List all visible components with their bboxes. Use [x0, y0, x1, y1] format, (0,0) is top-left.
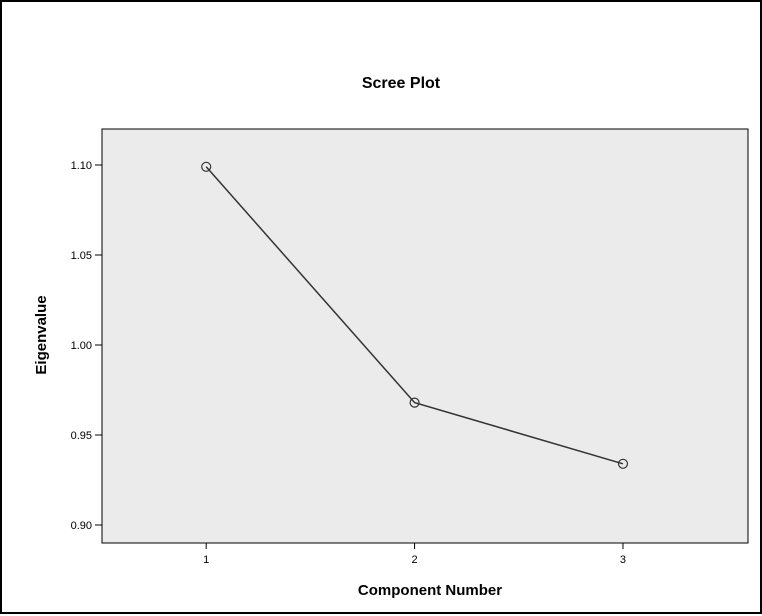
y-tick-label: 0.95: [71, 430, 92, 442]
x-tick-label: 1: [203, 554, 209, 566]
y-tick-label: 1.10: [71, 160, 92, 172]
y-tick-label: 0.90: [71, 520, 92, 532]
y-tick-label: 1.05: [71, 250, 92, 262]
chart-title: Scree Plot: [362, 75, 441, 92]
data-point-marker: [201, 161, 212, 172]
x-axis-ticks: 1 2 3: [203, 543, 626, 566]
series-line: [205, 166, 624, 465]
x-tick-label: 2: [412, 554, 418, 566]
data-point-marker: [409, 397, 420, 408]
plot-area: [101, 128, 749, 544]
data-point-marker: [617, 458, 629, 469]
x-axis-label: Component Number: [358, 582, 502, 599]
y-tick-label: 1.00: [71, 340, 92, 352]
series-layer: [201, 161, 629, 469]
y-axis-ticks: 0.90 0.95 1.00 1.05 1.10: [71, 160, 102, 532]
y-axis-label: Eigenvalue: [33, 295, 50, 374]
x-tick-label: 3: [620, 554, 626, 566]
